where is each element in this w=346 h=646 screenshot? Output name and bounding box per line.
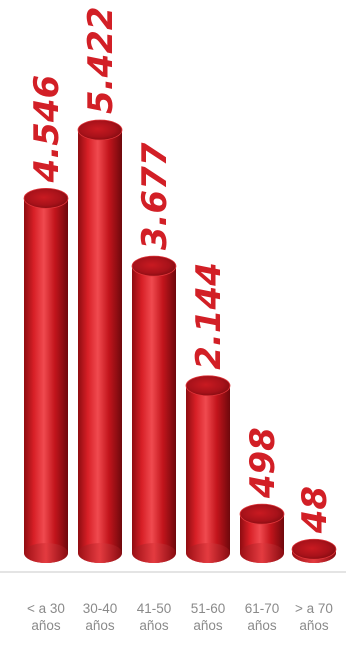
bar-4 — [185, 375, 231, 563]
bar-base — [78, 543, 122, 563]
value-labels-layer: 4.546 5.422 3.677 2.144 498 48 — [27, 6, 335, 534]
data-label: 4.546 — [27, 75, 67, 184]
bar-base — [240, 543, 284, 563]
bar-top — [185, 375, 231, 397]
data-label: 48 — [295, 486, 335, 534]
bar-top — [23, 187, 69, 209]
bar-top — [131, 255, 177, 277]
bar-body — [78, 130, 122, 563]
tick-label: < a 30 años — [27, 601, 65, 633]
bar-3 — [131, 255, 177, 563]
tick-label: 51-60 años — [191, 601, 226, 633]
bar-5 — [239, 503, 285, 563]
data-label: 498 — [243, 427, 283, 499]
bar-1 — [23, 187, 69, 564]
data-label: 3.677 — [135, 142, 175, 250]
bar-body — [24, 198, 68, 564]
tick-label: 41-50 años — [137, 601, 172, 633]
bar-body — [186, 385, 230, 563]
tick-labels-layer: < a 30 años 30-40 años 41-50 años 51-60 años 61-… — [27, 601, 333, 633]
bar-top — [291, 538, 337, 560]
bar-base — [186, 543, 230, 563]
tick-label: 30-40 años — [83, 601, 118, 633]
bars-layer — [23, 119, 337, 564]
bar-6 — [291, 538, 337, 563]
bar-top — [239, 503, 285, 525]
bar-base — [132, 543, 176, 563]
bar-2 — [77, 119, 123, 563]
data-label: 5.422 — [81, 6, 121, 114]
data-label: 2.144 — [189, 262, 229, 370]
bar-base — [24, 543, 68, 563]
tick-label: > a 70 años — [295, 601, 333, 633]
bar-body — [132, 266, 176, 563]
tick-label: 61-70 años — [245, 601, 280, 633]
bar-top — [77, 119, 123, 141]
